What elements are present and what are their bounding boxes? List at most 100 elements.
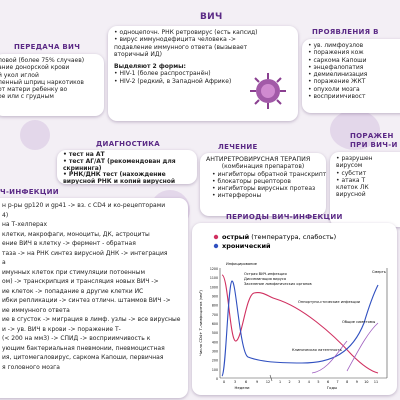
annotation: Оппортуни-стические инфекции [298,300,361,304]
y-tick-label: 500 [212,331,218,335]
annotation: Смерть [372,270,386,274]
legend-name: острый [222,233,250,241]
x-tick-label: 6 [327,380,329,384]
text-line: (< 200 на мм3) -> СПИД -> восприимчивост… [2,335,151,342]
text-line: имунных клеток при стимуляции потоенным [2,268,145,276]
text-line: • HIV-1 (более распространён) [114,70,211,78]
text-line: ия, цитомегаловирус, саркома Капоши, пер… [2,354,164,361]
text-line: • субстит [336,169,367,177]
y-tick-label: 700 [212,313,218,317]
text-line: на Т-хелперах [2,221,48,228]
y-tick-label: 800 [212,304,218,308]
text-line: • интерфероны [212,192,262,200]
text-line: от матери ребенку во [0,86,68,94]
text-line: ующим бактериальная пневмонии, пневмоцис… [2,344,165,352]
y-tick-label: 600 [212,322,218,326]
text-line: • ингибиторы обратной транскриптазы [212,170,326,178]
text-line: • ингибиторы вирусных протеаз [212,185,316,193]
x-tick-label: 9 [256,380,258,384]
text-line: ловой (более 75% случаев) [0,57,85,64]
section: н р-ры gp120 и gp41 -> вз. с CD4 и ко-ре… [0,198,188,398]
legend-item: острый (температура, слабость) [222,233,336,241]
x-tick-label: 7 [337,380,339,384]
x-tick-label: 4 [308,380,310,384]
x-tick-label: 3 [298,380,300,384]
text-line: вторичный ИД) [114,50,162,58]
y-tick-label: 200 [212,359,218,363]
text-line: • поражение ЖКТ [308,78,366,86]
text-line: ие в сгусток -> миграция в лимф. узлы ->… [2,316,181,323]
section-title: ПЕРЕДАЧА ВИЧ [14,43,81,51]
annotation: Клиническая латентность [292,348,342,352]
annotation: Диссеминация вируса [244,277,286,281]
text-line: и -> ув. ВИЧ в крови -> поражение Т- [2,325,121,333]
x-tick-label: 5 [317,380,319,384]
text-line: вирусом [336,162,363,170]
y-tick-label: 1000 [210,285,218,289]
y-tick-label: 300 [212,350,218,354]
text-line: ибки репликации -> синтез отличн. штаммо… [2,297,171,304]
text-line: вирусной [336,191,366,199]
text-line: клеток ЛК [336,184,369,192]
annotation: Острая ВИЧ-инфекция [244,272,287,276]
text-line: ание донорской крови [0,64,70,72]
text-line: ие клеток -> попадание в другие клетки И… [2,287,144,295]
text-line: 4) [2,211,9,219]
symptom-curve [311,322,379,374]
text-line: • одноцепочн. РНК ретровирус (есть капси… [114,29,258,36]
section: • тест на АТ • тест АГ/АТ (рекомендован д… [57,150,197,184]
title: ВИЧ [200,12,223,22]
section: • одноцепочн. РНК ретровирус (есть капси… [108,26,298,121]
text-line: ение ВИЧ в клетку -> фермент - обратная [2,240,136,247]
section-title: ПОРАЖЕН [350,132,394,140]
text-line: подавление иммунного ответа (вызывает [114,43,248,51]
text-line: • саркома Капоши [308,56,367,64]
text-line: ие иммунного ответа [2,306,70,314]
legend-item: хронический [222,242,271,250]
x-tick-label: 11 [374,380,378,384]
text-line: • атака Т [336,176,366,184]
x-tick-label: 10 [364,380,368,384]
section-title: ПЕРИОДЫ ВИЧ-ИНФЕКЦИИ [226,213,343,221]
text-line: ом) -> транскрипция и трансляция новых В… [2,278,159,285]
y-tick-label: 1100 [210,276,218,280]
text-line: (комбинация препаратов) [221,163,305,171]
text-line: • опухоли мозга [308,85,360,93]
section: ловой (более 75% случаев) ание донорской … [0,54,104,116]
y-tick-label: 1200 [210,267,218,271]
text-line: ое или с грудным [0,93,54,101]
section-title: ПРИ ВИЧ-И [350,141,398,149]
text-line: • восприимчивост [308,93,366,101]
section: • ув. лимфоузлов • поражения кож • саркома… [302,39,400,113]
y-tick-label: 100 [212,368,218,372]
text-line: я головного мозга [2,363,60,371]
annotation: Заселение лимфатических органов [244,282,312,286]
x-tick-label: 2 [289,380,291,384]
text-line: н р-ры gp120 и gp41 -> вз. с CD4 и ко-ре… [2,202,166,209]
legend-dot [213,243,219,249]
x-tick-label: 9 [356,380,358,384]
axis-break [269,374,273,382]
text-line: • тест на АТ [63,151,105,158]
text-line: • поражения кож [308,49,364,57]
subheading: АНТИРЕТРОВИРУСНАЯ ТЕРАПИЯ [206,156,311,163]
axis-label: Годы [327,385,337,390]
legend-dot [213,234,219,240]
legend-name: хронический [222,242,271,250]
legend-note: (температура, слабость) [249,233,336,241]
x-tick-label: 6 [245,380,247,384]
axis-label: Недели [234,385,250,390]
y-tick-label: 900 [212,295,218,299]
virus-icon [250,73,286,109]
text-line: ленный шприц наркотиков [0,78,84,86]
section-title: ПРОЯВЛЕНИЯ В [312,28,379,36]
text-line: а [2,259,6,266]
annotation: Инфицирование [226,262,258,266]
viral-curve [221,280,379,377]
decor [330,110,380,150]
section-title: Ч-ИНФЕКЦИИ [0,188,59,196]
text-line: • HIV-2 (редкий, в Западной Африке) [114,77,232,85]
x-tick-label: 12 [266,380,270,384]
